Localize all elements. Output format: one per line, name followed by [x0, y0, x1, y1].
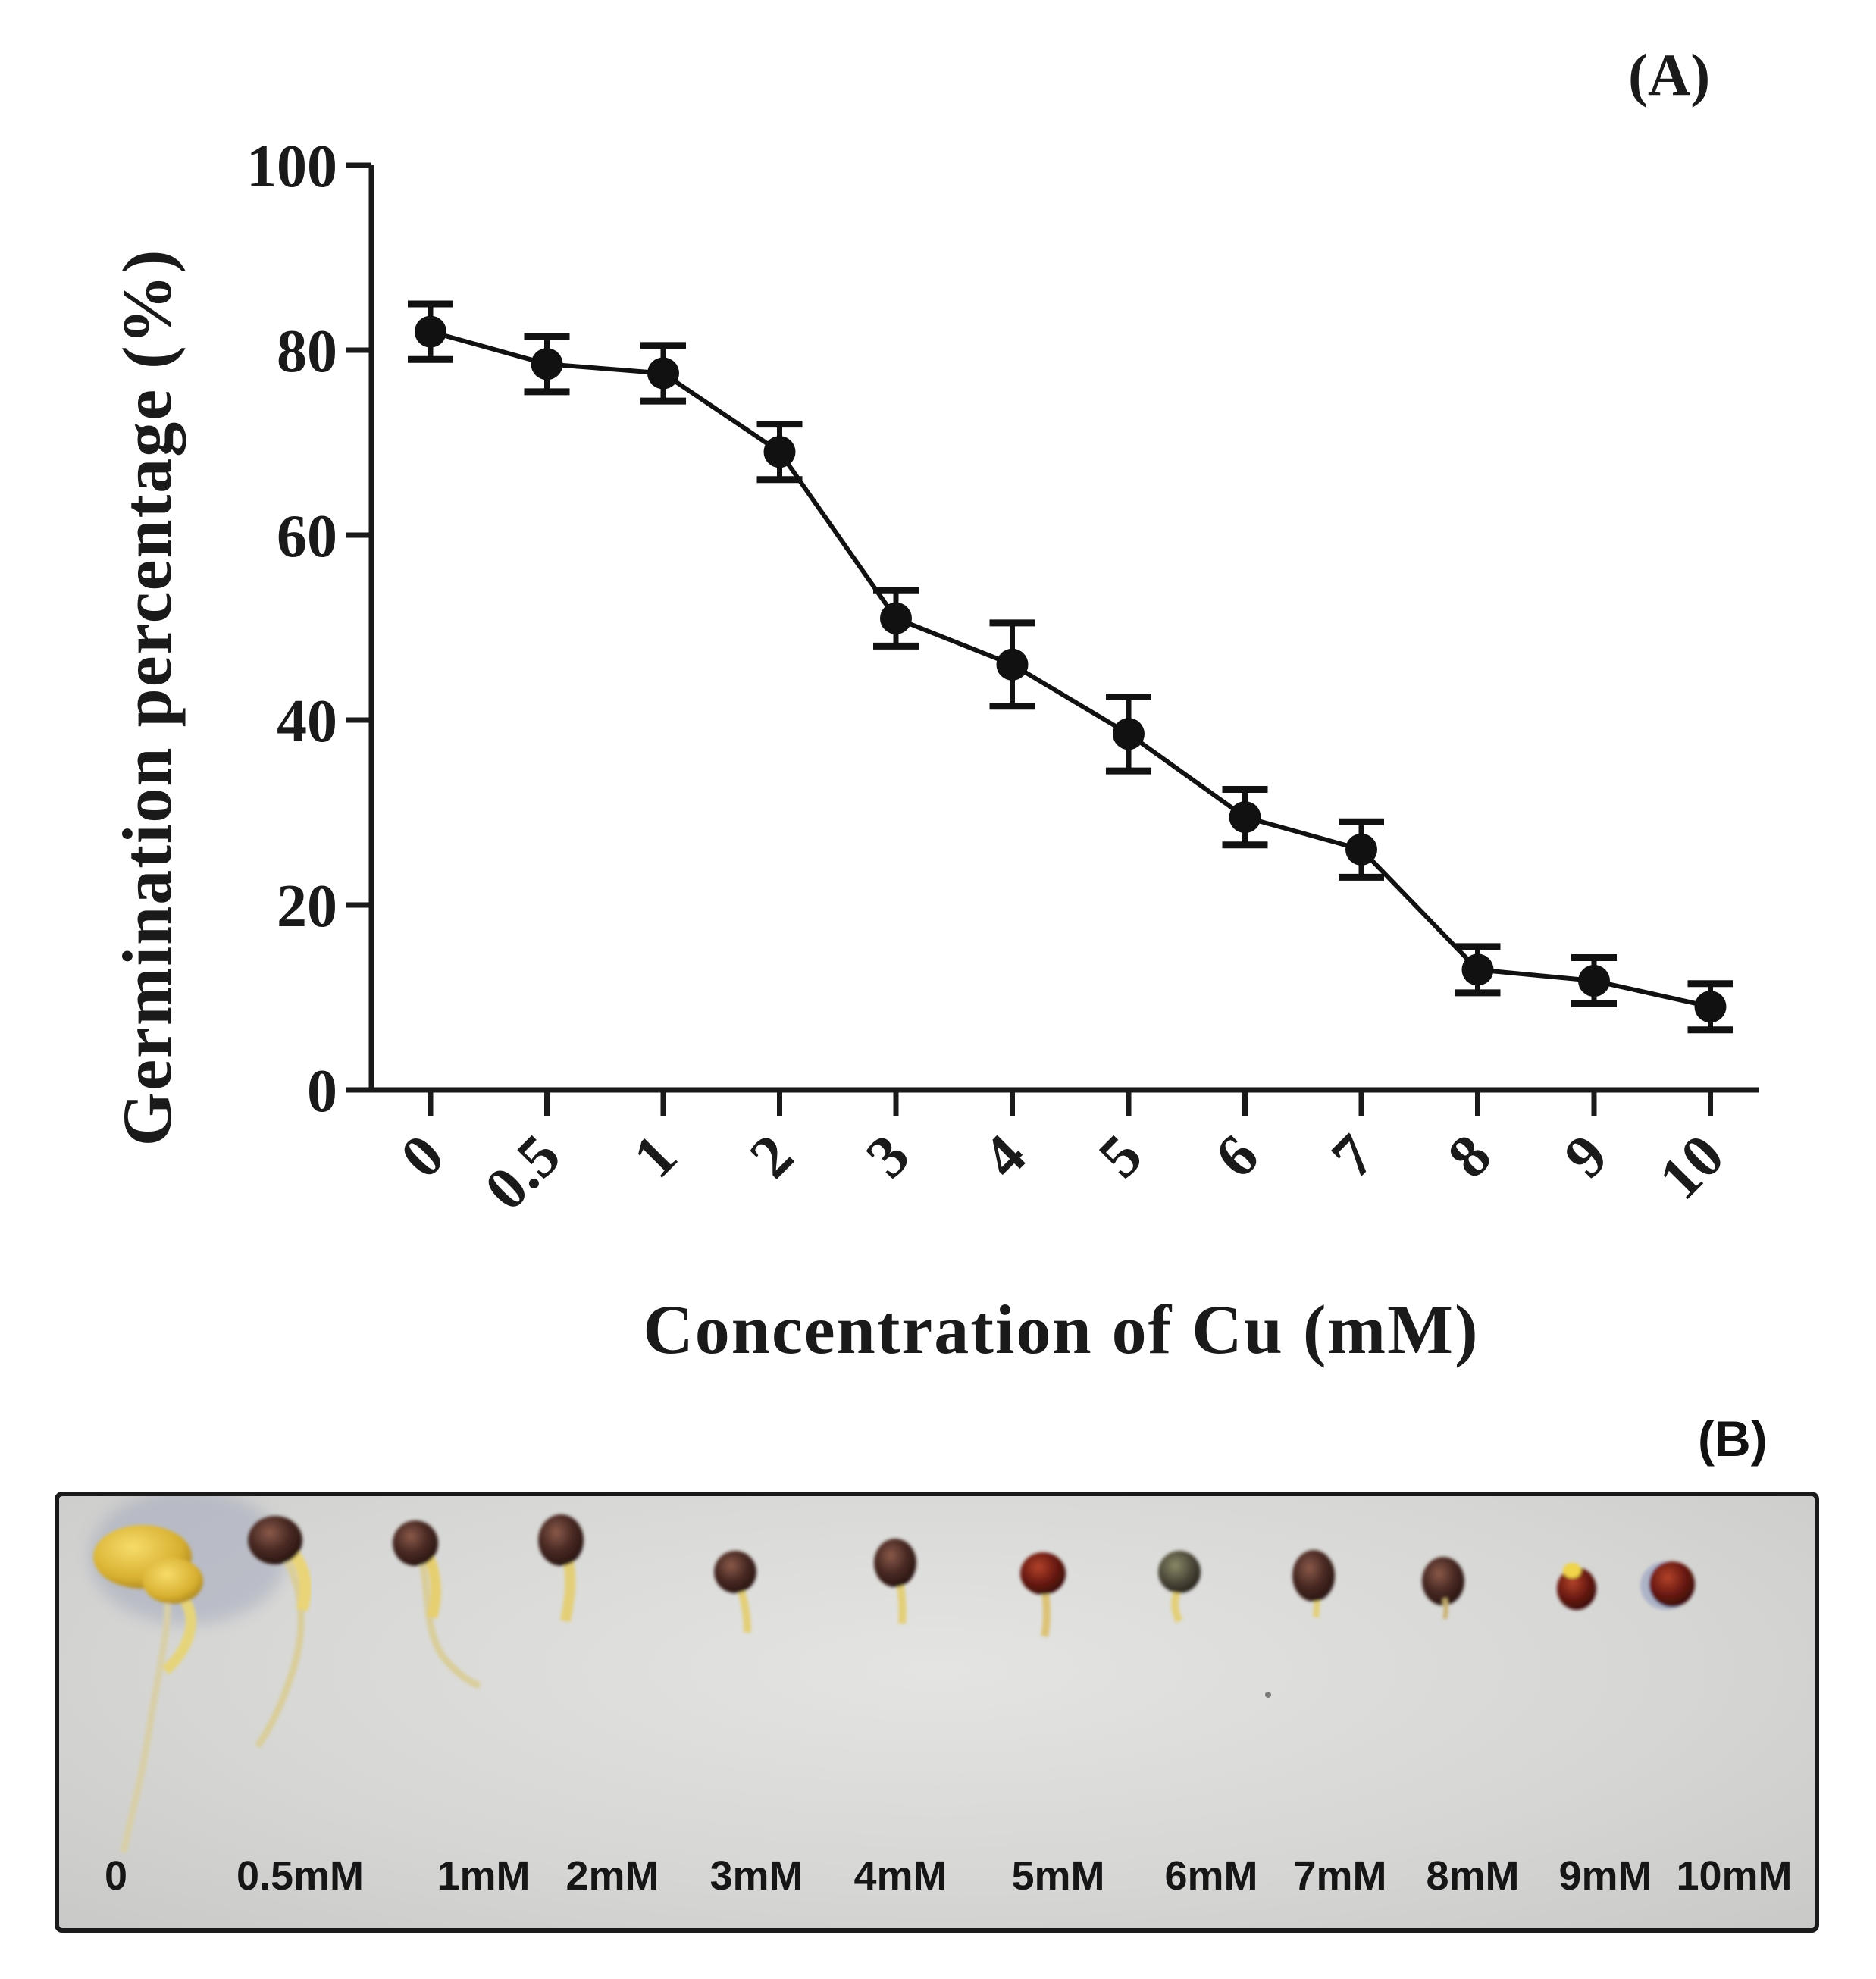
data-point [996, 648, 1029, 681]
seedling-10mM [1640, 1561, 1695, 1610]
y-tick-label: 0 [307, 1058, 337, 1125]
data-point [1113, 718, 1145, 750]
x-tick-label: 1 [621, 1123, 690, 1191]
seedling-3mM [714, 1551, 756, 1633]
photo-label-8mM: 8mM [1426, 1853, 1520, 1899]
x-tick-label: 3 [853, 1123, 922, 1191]
data-point [880, 602, 912, 634]
data-point [1345, 833, 1377, 866]
photo-label-7mM: 7mM [1293, 1853, 1387, 1899]
photo-label-10mM: 10mM [1676, 1853, 1793, 1899]
photo-label-0.5mM: 0.5mM [236, 1853, 365, 1899]
x-tick-label: 0.5 [472, 1123, 573, 1223]
photo-label-9mM: 9mM [1558, 1853, 1652, 1899]
seedling-1mM [393, 1520, 481, 1689]
seedling-photo: 0 0.5mM 1mM 2mM 3mM 4mM 5mM 6mM 7mM 8mM … [55, 1492, 1819, 1933]
data-point [763, 436, 796, 468]
x-tick-label: 9 [1552, 1123, 1621, 1191]
seedling-0 [93, 1525, 203, 1853]
panel-a-label: (A) [1628, 42, 1710, 108]
x-tick-label: 10 [1646, 1123, 1737, 1213]
y-tick-label: 100 [246, 133, 337, 200]
photo-label-3mM: 3mM [709, 1853, 803, 1899]
x-tick-label: 0 [388, 1123, 457, 1191]
photo-label-0: 0 [104, 1853, 128, 1899]
x-tick-label: 5 [1086, 1123, 1155, 1191]
seedling-2mM [538, 1514, 584, 1623]
data-point [1578, 965, 1610, 997]
y-axis-title: Germination percentage (%) [108, 249, 186, 1147]
seedling-6mM [1158, 1551, 1201, 1624]
data-point [531, 348, 563, 380]
x-ticks: 0 0.5 1 2 3 4 5 6 7 8 9 10 [388, 1090, 1737, 1223]
chart-axes [368, 165, 1759, 1093]
seedling-7mM [1292, 1550, 1335, 1618]
series-line [430, 329, 1712, 1010]
photo-label-5mM: 5mM [1011, 1853, 1105, 1899]
photo-label-2mM: 2mM [565, 1853, 659, 1899]
photo-label-4mM: 4mM [853, 1853, 947, 1899]
x-axis-title: Concentration of Cu (mM) [643, 1291, 1479, 1368]
y-tick-label: 20 [277, 873, 337, 940]
photo-label-6mM: 6mM [1164, 1853, 1258, 1899]
data-point [415, 315, 446, 348]
data-point [1694, 991, 1727, 1023]
x-tick-label: 4 [970, 1123, 1039, 1191]
x-tick-label: 2 [738, 1123, 806, 1191]
y-tick-label: 80 [277, 318, 337, 385]
data-point [647, 357, 679, 390]
x-tick-label: 6 [1203, 1123, 1272, 1191]
y-tick-label: 40 [277, 688, 337, 755]
seedling-photo-drawing [89, 1496, 1695, 1853]
seedling-5mM [1020, 1552, 1066, 1637]
x-tick-label: 7 [1319, 1123, 1388, 1191]
series-germination [408, 300, 1733, 1034]
seedling-8mM [1422, 1557, 1464, 1620]
data-point [1461, 953, 1494, 986]
photo-label-1mM: 1mM [437, 1853, 531, 1899]
dust-speck [1265, 1692, 1271, 1698]
seedling-9mM [1557, 1563, 1596, 1610]
seedling-4mM [874, 1539, 916, 1624]
x-tick-label: 8 [1436, 1123, 1505, 1191]
data-point [1229, 801, 1261, 834]
panel-b-label: (B) [1698, 1411, 1768, 1467]
y-ticks: 0 20 40 60 80 100 [246, 133, 371, 1125]
y-tick-label: 60 [277, 503, 337, 570]
seedling-0.5mM [248, 1516, 312, 1749]
